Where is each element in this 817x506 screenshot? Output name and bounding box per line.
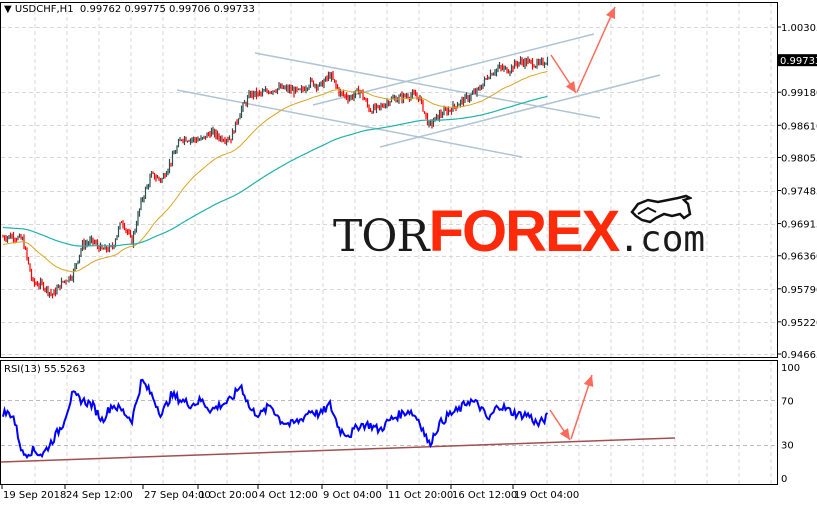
rsi-forecast-arrow-up: [570, 374, 593, 440]
rsi-label: RSI(13) 55.5263: [4, 364, 86, 375]
time-tick-label: 9 Oct 04:00: [323, 490, 382, 501]
forecast-arrow-up-head: [605, 7, 616, 20]
channel-trendline: [176, 89, 523, 158]
price-tick-label: 0.98055: [781, 153, 817, 164]
symbol-menu-icon[interactable]: ▼: [4, 4, 15, 15]
time-tick-label: 16 Oct 12:00: [452, 490, 517, 501]
forecast-arrow-down-head: [565, 81, 576, 93]
chart-header: ▼ USDCHF,H1 0.99762 0.99775 0.99706 0.99…: [4, 4, 255, 15]
price-tick-label: 0.97485: [781, 187, 817, 198]
time-tick-label: 27 Sep 04:00: [144, 490, 211, 501]
logo-tor: TOR: [333, 211, 430, 262]
rsi-panel-frame: [0, 360, 778, 485]
rsi-tick-label: 0: [781, 474, 787, 485]
torforex-logo: TORFOREX.com: [333, 198, 706, 264]
forecast-arrow-up: [576, 6, 616, 93]
price-tick-label: 1.00305: [781, 23, 817, 34]
moving-average-fast: [2, 70, 548, 273]
bull-icon: [630, 194, 692, 224]
current-price-box: [778, 54, 817, 67]
candles: [2, 56, 549, 299]
symbol-label: USDCHF,H1: [14, 4, 74, 15]
price-tick-label: 0.94665: [781, 350, 817, 361]
time-tick-label: 24 Sep 12:00: [66, 490, 133, 501]
time-tick-label: 19 Oct 04:00: [514, 490, 579, 501]
price-tick-label: 0.96915: [781, 220, 817, 231]
logo-com: .com: [618, 219, 706, 260]
rsi-line: [2, 378, 549, 460]
time-tick-label: 19 Sep 2018: [3, 490, 66, 501]
rsi-tick-label: 70: [781, 396, 794, 407]
rsi-tick-label: 100: [781, 363, 800, 374]
current-price-label: 0.99733: [780, 56, 817, 67]
channel-trendline: [254, 52, 601, 119]
logo-forex: FOREX: [428, 199, 621, 264]
channel-trendline: [379, 74, 661, 148]
rsi-forecast-arrow-up-head: [583, 375, 594, 388]
rsi-forecast-arrow-down-head: [559, 428, 570, 440]
rsi-tick-label: 30: [781, 441, 794, 452]
rsi-trendline: [0, 437, 676, 463]
ohlc-values: 0.99762 0.99775 0.99706 0.99733: [79, 4, 255, 15]
time-tick-label: 11 Oct 20:00: [388, 490, 453, 501]
time-tick-label: 4 Oct 12:00: [259, 490, 318, 501]
time-tick-label: 1 Oct 20:00: [199, 490, 258, 501]
price-panel-frame: [0, 2, 778, 358]
moving-average-slow: [2, 95, 548, 247]
